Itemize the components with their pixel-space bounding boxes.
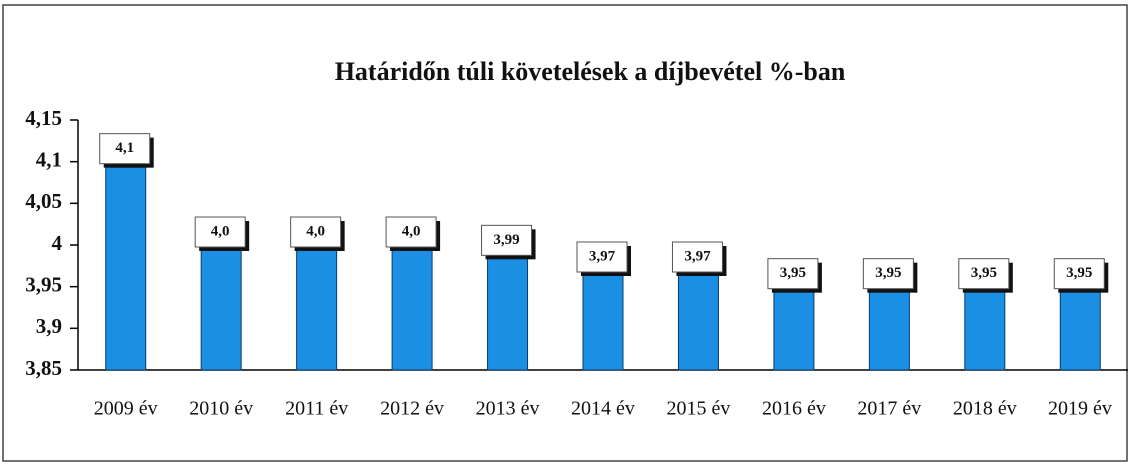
bar (1059, 286, 1101, 371)
y-tick-label: 3,9 (36, 314, 62, 338)
value-label: 4,0 (211, 223, 230, 239)
value-label-box (671, 241, 723, 273)
value-label-box (767, 258, 819, 290)
value-label: 3,97 (684, 248, 711, 264)
value-label-box (194, 216, 246, 248)
bar (105, 161, 147, 371)
bar (773, 286, 815, 371)
chart-title: Határidőn túli követelések a díjbevétel … (335, 57, 846, 86)
bar (964, 286, 1006, 371)
y-tick-label: 4,05 (25, 189, 62, 213)
value-label: 3,99 (493, 232, 519, 248)
value-label-box (862, 258, 914, 290)
value-label: 3,95 (875, 265, 901, 281)
x-tick-label: 2019 év (1048, 398, 1112, 420)
bar (391, 244, 433, 371)
value-label-box (958, 258, 1010, 290)
value-label: 4,1 (115, 140, 134, 156)
value-label-box (385, 216, 437, 248)
bar (677, 269, 719, 371)
x-tick-label: 2015 év (667, 398, 731, 420)
value-label-box (290, 216, 342, 248)
y-tick-label: 4 (52, 231, 63, 255)
value-label-box (481, 224, 533, 256)
x-tick-label: 2014 év (571, 398, 635, 420)
bar (296, 244, 338, 371)
x-tick-label: 2016 év (762, 398, 826, 420)
x-tick-label: 2012 év (380, 398, 444, 420)
frame (2, 4, 1128, 462)
y-tick-label: 3,95 (25, 272, 62, 296)
y-tick-label: 4,15 (25, 106, 62, 130)
value-label-box (99, 133, 151, 165)
bar (868, 286, 910, 371)
x-tick-label: 2011 év (285, 398, 348, 420)
value-label: 3,95 (971, 265, 997, 281)
value-label-box (1053, 258, 1105, 290)
x-tick-label: 2018 év (953, 398, 1017, 420)
value-label: 4,0 (306, 223, 325, 239)
x-tick-label: 2009 év (94, 398, 158, 420)
y-tick-label: 4,1 (36, 147, 62, 171)
x-tick-label: 2013 év (476, 398, 540, 420)
bar (200, 244, 242, 371)
value-label: 3,97 (589, 248, 616, 264)
x-tick-label: 2010 év (189, 398, 253, 420)
y-tick-label: 3,85 (25, 356, 62, 380)
value-label: 3,95 (1066, 265, 1092, 281)
value-label: 3,95 (780, 265, 806, 281)
x-tick-label: 2017 év (857, 398, 921, 420)
value-label-box (576, 241, 628, 273)
bar (487, 252, 529, 371)
bar (582, 269, 624, 371)
value-label: 4,0 (402, 223, 421, 239)
